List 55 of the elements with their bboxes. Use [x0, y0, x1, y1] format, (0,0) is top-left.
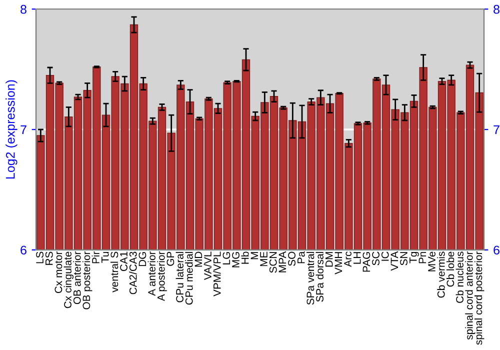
x-tick-label: Pn — [418, 252, 426, 264]
x-tick-label: CA1 — [120, 252, 128, 272]
x-tick-label: MG — [232, 252, 240, 268]
y-tick-label: 7 — [20, 125, 26, 134]
x-tick-label: SN — [400, 252, 408, 266]
x-tick-label: IC — [381, 252, 389, 261]
x-tick-label: Cx motor — [54, 251, 62, 294]
x-tick-label: CPu medial — [185, 252, 193, 305]
x-tick-label: spinal cord posterior — [474, 251, 484, 345]
x-tick-label: ME — [260, 252, 268, 266]
x-tick-label: GP — [166, 252, 174, 266]
x-tick-label: DM — [326, 252, 333, 267]
x-tick-label: A posterior — [157, 251, 167, 302]
x-tick-label: Cb lobe — [446, 252, 454, 287]
x-tick-label: VMH — [334, 252, 342, 274]
x-tick-label: Pir — [92, 251, 100, 264]
x-tick-label: OB posterior — [82, 251, 92, 310]
y-tick-label: 8 — [20, 4, 26, 14]
x-tick-label: M — [250, 252, 258, 260]
y-axis-title: Log2 (expression) — [6, 80, 18, 178]
x-tick-label: PAG — [362, 252, 370, 272]
x-tick-label: SC — [372, 252, 380, 266]
x-tick-label: MPA — [278, 251, 286, 272]
x-tick-label: Cb vermis — [437, 252, 445, 298]
y2-tick-label: 8 — [494, 4, 500, 14]
x-tick-label: SPa ventral — [306, 252, 314, 305]
x-tick-label: OB anterior — [73, 251, 81, 304]
x-tick-label: Cx cingulate — [64, 252, 74, 308]
x-tick-label: DG — [138, 252, 146, 266]
x-tick-label: ventral S — [110, 252, 118, 292]
x-tick-label: VPM/VPL — [213, 252, 221, 296]
x-tick-label: CA2/CA3 — [129, 252, 137, 294]
y-tick-label: 6 — [20, 246, 26, 255]
x-tick-label: LG — [222, 252, 230, 264]
x-tick-label: LH — [354, 252, 361, 264]
x-tick-label: spinal cord anterior — [465, 251, 475, 340]
y2-tick-label: 7 — [494, 125, 500, 134]
x-tick-label: VA/VL — [204, 252, 212, 280]
x-tick-label: Pa — [298, 251, 305, 264]
x-tick-label: SCN — [269, 252, 277, 273]
x-tick-label: SO — [288, 252, 296, 266]
x-tick-label: CPu lateral — [176, 252, 184, 302]
x-tick-label: MVe — [428, 252, 436, 272]
x-tick-label: Tg — [410, 252, 419, 264]
x-tick-label: SPa dorsal — [316, 252, 324, 302]
x-tick-label: VTA — [390, 251, 398, 271]
x-tick-label: MD — [194, 252, 202, 267]
x-tick-label: Hb — [241, 252, 249, 264]
x-tick-label: Arc — [344, 252, 352, 267]
x-tick-label: Tu — [102, 252, 109, 263]
x-tick-label: A anterior — [148, 251, 156, 296]
x-tick-label: Cb nucleus — [456, 252, 464, 303]
x-tick-label: RS — [45, 252, 53, 265]
y2-tick-label: 6 — [494, 246, 500, 255]
x-tick-label: LS — [36, 252, 44, 264]
